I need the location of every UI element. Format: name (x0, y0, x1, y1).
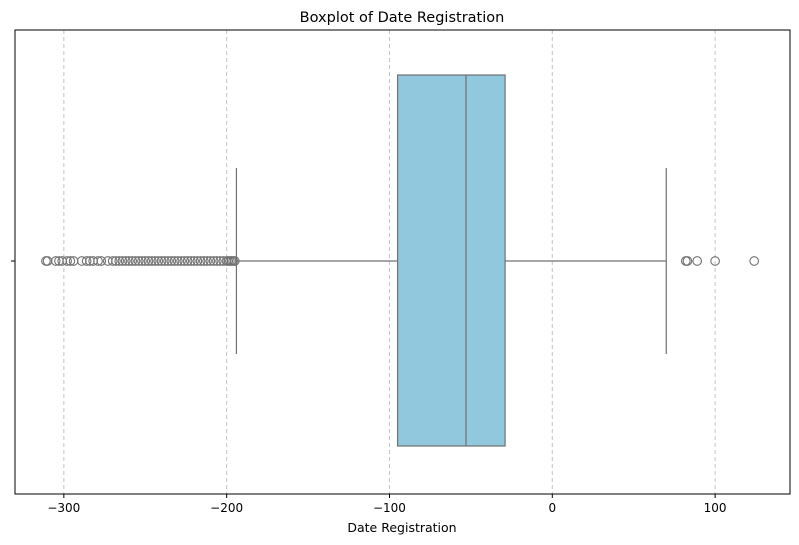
x-tick-label: −300 (47, 501, 80, 515)
x-axis-label: Date Registration (347, 520, 456, 535)
outlier-point (130, 256, 141, 266)
x-tick-label: −200 (210, 501, 243, 515)
x-tick-label: 0 (548, 501, 556, 515)
outlier-point (179, 256, 190, 266)
outlier-point (146, 256, 157, 266)
outlier-point (117, 256, 128, 266)
outlier-point (143, 256, 154, 266)
outlier-point (176, 256, 186, 266)
outlier-point (185, 256, 196, 266)
outlier-point (692, 256, 703, 266)
outlier-point (710, 256, 720, 266)
iqr-box (397, 74, 506, 447)
outlier-point (192, 256, 203, 266)
outlier-point (81, 256, 92, 266)
outlier-point (127, 256, 138, 266)
outlier-point (124, 256, 134, 266)
outlier-point (137, 256, 147, 266)
outlier-point (96, 256, 107, 266)
x-tick-label: −100 (373, 501, 406, 515)
outlier-point (208, 256, 219, 266)
outlier-point (102, 256, 113, 266)
outlier-point (682, 256, 693, 266)
outlier-point (140, 256, 151, 266)
outlier-point (114, 256, 125, 266)
outlier-point (166, 256, 177, 266)
outlier-point (202, 256, 212, 266)
outlier-point (156, 256, 167, 266)
outlier-point (111, 256, 121, 266)
outlier-point (205, 256, 216, 266)
outlier-point (229, 256, 240, 266)
x-tick-label: 100 (704, 501, 727, 515)
outlier-point (62, 256, 72, 266)
outlier-point (163, 256, 173, 266)
plot-frame (14, 29, 791, 495)
outlier-point (150, 256, 160, 266)
outlier-point (93, 256, 103, 266)
box-group (235, 74, 667, 447)
outlier-point (133, 256, 144, 266)
outlier-point (76, 256, 87, 266)
outlier-points (41, 256, 760, 266)
outlier-point (749, 256, 760, 266)
outlier-point (107, 256, 118, 266)
outlier-point (172, 256, 183, 266)
outlier-point (199, 256, 209, 266)
outlier-point (182, 256, 193, 266)
outlier-point (65, 256, 76, 266)
outlier-point (169, 256, 180, 266)
outlier-point (195, 256, 206, 266)
outlier-point (212, 256, 222, 266)
outlier-point (189, 256, 199, 266)
x-axis: −300 −200 −100 0 100 (11, 260, 727, 515)
outlier-point (153, 256, 164, 266)
grid-lines (63, 30, 716, 494)
outlier-point (159, 256, 170, 266)
chart-title: Boxplot of Date Registration (300, 10, 505, 26)
outlier-point (120, 256, 131, 266)
outlier-point (50, 256, 61, 266)
